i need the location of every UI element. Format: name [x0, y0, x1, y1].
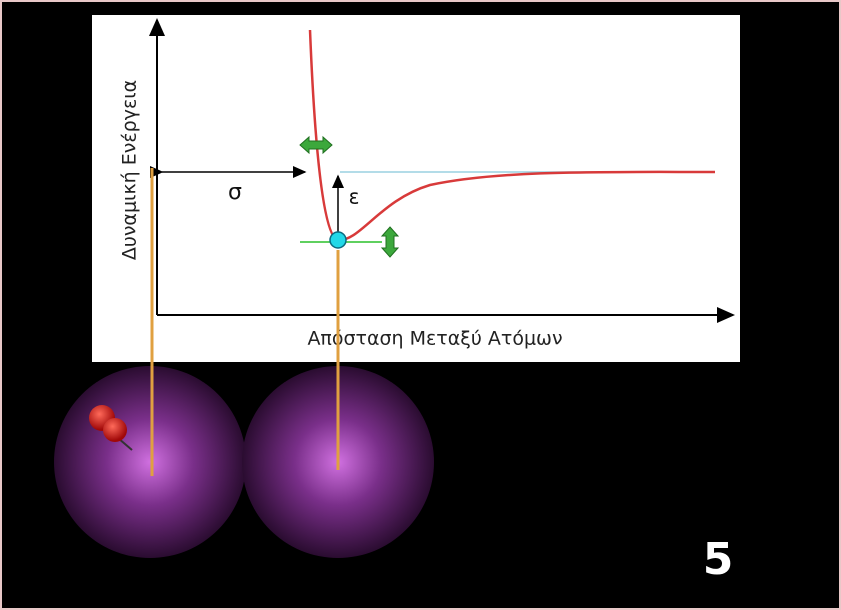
slide: Δυναμική Ενέργεια Απόσταση Μεταξύ Ατόμων…: [0, 0, 841, 610]
sigma-label: σ: [228, 180, 242, 205]
minimum-point: [330, 232, 346, 248]
graph-panel: [92, 15, 740, 362]
y-axis-label: Δυναμική Ενέργεια: [119, 80, 141, 260]
atom-left: [54, 366, 246, 558]
slide-number: 5: [703, 534, 734, 585]
epsilon-label: ε: [349, 185, 360, 209]
x-axis-label: Απόσταση Μεταξύ Ατόμων: [307, 328, 562, 350]
page: Δυναμική Ενέργεια Απόσταση Μεταξύ Ατόμων…: [0, 0, 841, 610]
